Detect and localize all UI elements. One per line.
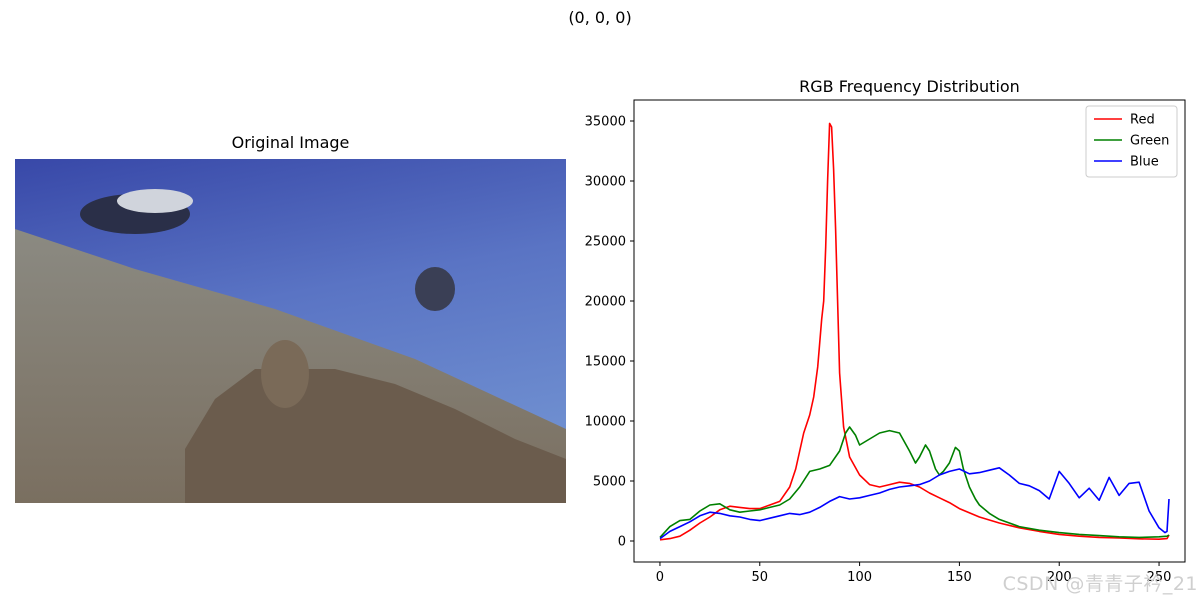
x-tick-label: 100 bbox=[847, 570, 872, 585]
original-image bbox=[15, 159, 566, 503]
x-tick-label: 250 bbox=[1147, 570, 1172, 585]
y-tick-label: 15000 bbox=[585, 355, 626, 370]
y-tick-label: 20000 bbox=[585, 295, 626, 310]
series-line-green bbox=[659, 426, 1170, 539]
series-line-red bbox=[659, 122, 1170, 541]
legend-label-red: Red bbox=[1130, 113, 1155, 128]
y-tick-label: 10000 bbox=[585, 415, 626, 430]
y-tick-label: 0 bbox=[618, 535, 626, 550]
x-tick-label: 200 bbox=[1047, 570, 1072, 585]
chart-title: RGB Frequency Distribution bbox=[799, 77, 1020, 96]
watermark-text: CSDN @青青子衿_21 bbox=[1002, 573, 1198, 595]
series-line-blue bbox=[659, 466, 1170, 540]
x-tick-label: 150 bbox=[947, 570, 972, 585]
x-axis: 0 50 100 150 200 250 bbox=[656, 562, 1172, 585]
y-tick-label: 25000 bbox=[585, 235, 626, 250]
legend: Red Green Blue bbox=[1085, 105, 1178, 178]
x-tick-label: 50 bbox=[751, 570, 768, 585]
x-tick-label: 0 bbox=[656, 570, 664, 585]
y-tick-label: 5000 bbox=[593, 475, 626, 490]
y-tick-label: 35000 bbox=[585, 115, 626, 130]
legend-label-blue: Blue bbox=[1130, 155, 1159, 170]
image-title: Original Image bbox=[231, 133, 350, 152]
y-tick-label: 30000 bbox=[585, 175, 626, 190]
plot-lines bbox=[659, 122, 1170, 541]
y-axis: 0 5000 10000 15000 20000 25000 30000 35000 bbox=[585, 115, 634, 550]
plot-frame bbox=[633, 99, 1186, 563]
figure-suptitle: (0, 0, 0) bbox=[568, 8, 632, 27]
legend-box bbox=[1085, 105, 1178, 178]
legend-label-green: Green bbox=[1130, 134, 1169, 149]
